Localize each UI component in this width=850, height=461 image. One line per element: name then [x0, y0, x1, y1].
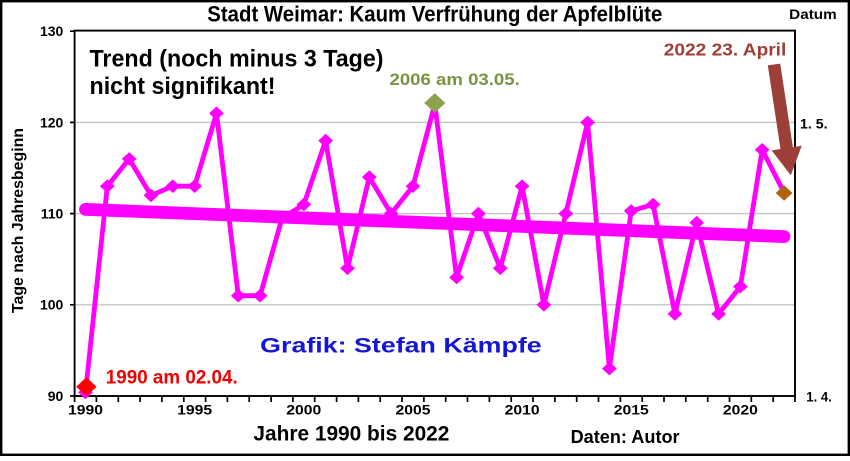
svg-text:Datum: Datum	[789, 6, 837, 22]
svg-text:1. 5.: 1. 5.	[800, 115, 828, 131]
svg-text:1995: 1995	[177, 402, 212, 418]
svg-text:2010: 2010	[505, 402, 540, 418]
svg-text:1990 am 02.04.: 1990 am 02.04.	[106, 367, 238, 389]
svg-text:Trend (noch minus 3 Tage): Trend (noch minus 3 Tage)	[90, 46, 384, 73]
svg-text:90: 90	[48, 388, 64, 404]
svg-text:2006 am 03.05.: 2006 am 03.05.	[390, 70, 520, 89]
svg-text:Stadt Weimar: Kaum Verfrühung: Stadt Weimar: Kaum Verfrühung der Apfelb…	[207, 2, 662, 27]
svg-text:Jahre 1990 bis 2022: Jahre 1990 bis 2022	[253, 423, 449, 446]
svg-text:2015: 2015	[614, 402, 649, 418]
svg-text:2005: 2005	[396, 402, 431, 418]
svg-text:Daten: Autor: Daten: Autor	[571, 426, 680, 447]
svg-text:2022 23. April: 2022 23. April	[664, 40, 787, 60]
svg-text:Grafik: Stefan Kämpfe: Grafik: Stefan Kämpfe	[260, 333, 542, 357]
svg-text:1990: 1990	[68, 402, 103, 418]
svg-text:Tage nach Jahresbeginn: Tage nach Jahresbeginn	[10, 128, 27, 313]
svg-text:130: 130	[40, 23, 64, 39]
svg-text:1. 4.: 1. 4.	[806, 388, 832, 404]
svg-text:110: 110	[41, 206, 64, 222]
svg-text:nicht signifikant!: nicht signifikant!	[90, 73, 276, 100]
svg-text:2000: 2000	[286, 402, 321, 418]
svg-text:2020: 2020	[723, 402, 758, 418]
svg-text:120: 120	[40, 114, 64, 130]
svg-text:100: 100	[40, 297, 64, 313]
